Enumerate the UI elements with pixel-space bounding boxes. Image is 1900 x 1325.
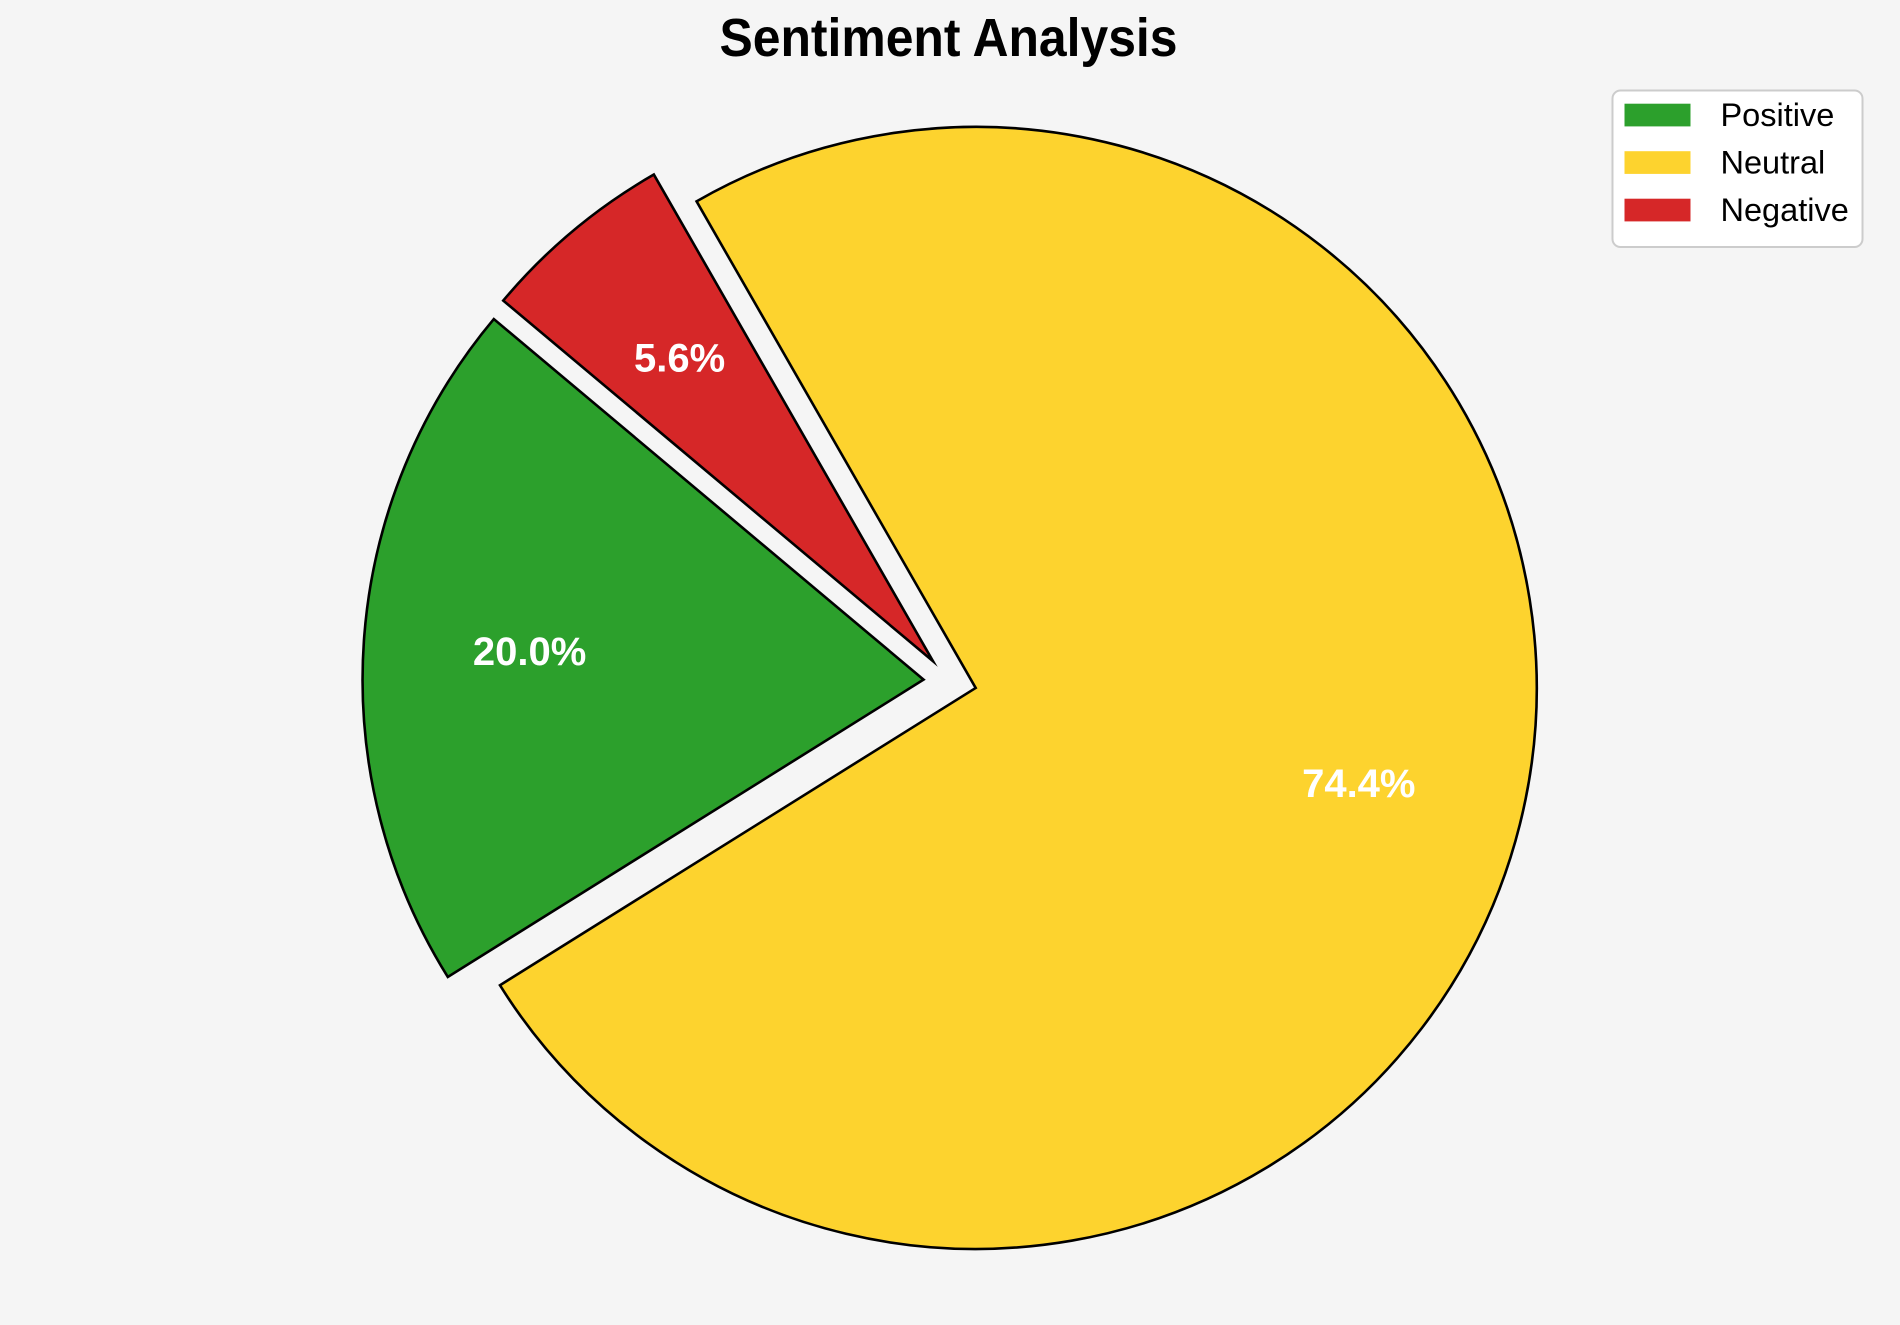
legend-swatch-negative bbox=[1624, 198, 1691, 222]
pie-slice-negative bbox=[501, 172, 938, 667]
pie-slices bbox=[361, 125, 1538, 1251]
percent-label-neutral: 74.4% bbox=[1302, 762, 1415, 806]
percent-label-positive: 20.0% bbox=[473, 630, 586, 674]
pie-slice-positive bbox=[361, 317, 926, 979]
legend-label-negative: Negative bbox=[1721, 192, 1849, 228]
legend-group: Positive Neutral Negative bbox=[1611, 89, 1864, 248]
chart-title: Sentiment Analysis bbox=[720, 8, 1178, 68]
legend-swatch-positive bbox=[1624, 103, 1691, 127]
legend-label-neutral: Neutral bbox=[1721, 145, 1826, 181]
percent-labels: 20.0% 74.4% 5.6% bbox=[473, 336, 1416, 806]
legend-label-positive: Positive bbox=[1721, 97, 1835, 133]
percent-label-negative: 5.6% bbox=[634, 336, 725, 380]
legend-swatch-neutral bbox=[1624, 151, 1691, 174]
pie-slice-neutral bbox=[498, 125, 1538, 1251]
